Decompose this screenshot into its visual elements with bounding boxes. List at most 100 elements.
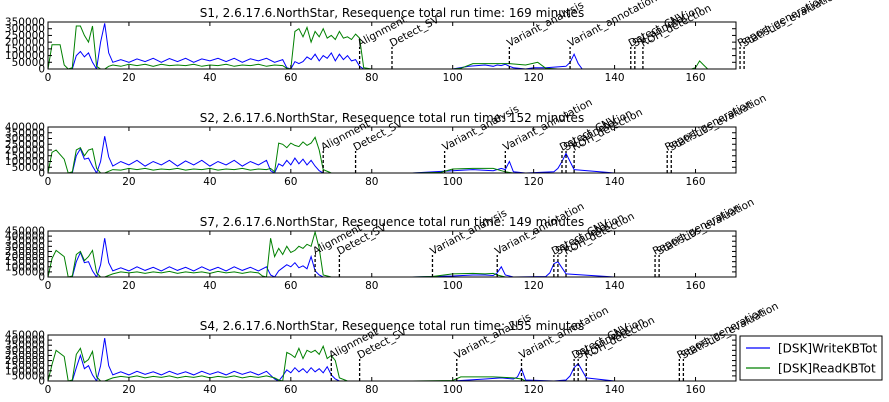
x-tick-label: 160 [686,72,706,84]
x-tick-label: 120 [524,280,544,292]
x-tick-label: 40 [203,280,216,292]
x-tick-label: 40 [203,384,216,396]
y-tick-label: 150000 [5,43,45,55]
y-tick-label: 300000 [5,345,45,357]
plot-frame [47,334,737,382]
series-line-read [48,25,736,69]
y-tick-label: 300000 [5,241,45,253]
plot-frame [47,230,737,278]
y-tick-label: 50000 [12,162,45,174]
legend: [DSK]WriteKBTot [DSK]ReadKBTot [739,335,883,381]
x-tick-label: 20 [122,72,135,84]
y-tick-label: 350000 [5,17,45,29]
series-line-read [48,136,736,173]
y-tick-label: 450000 [5,226,45,238]
x-tick-label: 0 [45,280,52,292]
y-tick-label: 50000 [12,370,45,382]
x-tick-label: 120 [524,176,544,188]
y-tick-label: 350000 [5,340,45,352]
y-tick-label: 50000 [12,266,45,278]
legend-label: [DSK]WriteKBTot [778,342,878,356]
x-tick-label: 40 [203,72,216,84]
y-tick-label: 0 [38,168,45,180]
x-tick-label: 0 [45,176,52,188]
x-tick-label: 0 [45,384,52,396]
y-tick-label: 250000 [5,30,45,42]
y-tick-label: 400000 [5,231,45,243]
series-line-write [48,238,736,277]
x-tick-label: 80 [365,72,378,84]
plot-area [48,335,736,381]
y-tick-label: 0 [38,272,45,284]
x-tick-label: 60 [284,280,297,292]
x-tick-label: 60 [284,176,297,188]
x-tick-label: 80 [365,384,378,396]
legend-box [739,335,883,381]
chart-title: S2, 2.6.17.6.NorthStar, Resequence total… [200,111,584,125]
x-tick-label: 120 [524,384,544,396]
y-tick-label: 150000 [5,150,45,162]
y-tick-label: 300000 [5,23,45,35]
y-tick-label: 400000 [5,122,45,134]
x-tick-label: 80 [365,176,378,188]
x-tick-label: 140 [605,384,625,396]
series-line-read [48,231,736,277]
series-line-write [48,23,736,69]
x-tick-label: 140 [605,72,625,84]
plot-area [48,231,736,277]
y-tick-label: 100000 [5,365,45,377]
y-tick-label: 200000 [5,355,45,367]
y-tick-label: 250000 [5,350,45,362]
x-tick-label: 160 [686,280,706,292]
y-tick-label: 50000 [12,57,45,69]
series-line-read [48,344,736,381]
x-tick-label: 140 [605,176,625,188]
x-tick-label: 100 [443,176,463,188]
x-tick-label: 100 [443,384,463,396]
x-tick-label: 20 [122,280,135,292]
x-tick-label: 100 [443,280,463,292]
x-tick-label: 160 [686,176,706,188]
y-tick-label: 200000 [5,37,45,49]
y-tick-label: 250000 [5,139,45,151]
y-tick-label: 150000 [5,256,45,268]
y-tick-label: 350000 [5,236,45,248]
y-tick-label: 200000 [5,251,45,263]
x-tick-label: 20 [122,176,135,188]
x-tick-label: 40 [203,176,216,188]
y-tick-label: 100000 [5,50,45,62]
chart-title: S7, 2.6.17.6.NorthStar, Resequence total… [200,215,584,229]
y-tick-label: 0 [38,64,45,76]
x-tick-label: 0 [45,72,52,84]
y-tick-label: 100000 [5,156,45,168]
x-tick-label: 60 [284,384,297,396]
x-tick-label: 160 [686,384,706,396]
plot-frame [47,21,737,70]
y-tick-label: 400000 [5,335,45,347]
y-tick-label: 350000 [5,127,45,139]
y-tick-label: 250000 [5,246,45,258]
y-tick-label: 450000 [5,330,45,342]
x-tick-label: 60 [284,72,297,84]
stage-marker-label: Statistics_evaluation [740,0,841,50]
chart-title: S4, 2.6.17.6.NorthStar, Resequence total… [200,319,584,333]
legend-label: [DSK]ReadKBTot [778,362,876,376]
x-tick-label: 80 [365,280,378,292]
y-tick-label: 100000 [5,261,45,273]
x-tick-label: 140 [605,280,625,292]
x-tick-label: 120 [524,72,544,84]
series-line-write [48,136,736,173]
x-tick-label: 20 [122,384,135,396]
x-tick-label: 100 [443,72,463,84]
chart-title: S1, 2.6.17.6.NorthStar, Resequence total… [200,6,584,20]
y-tick-label: 150000 [5,360,45,372]
y-tick-label: 0 [38,376,45,388]
y-tick-label: 200000 [5,145,45,157]
plot-area [48,127,736,173]
y-tick-label: 300000 [5,133,45,145]
